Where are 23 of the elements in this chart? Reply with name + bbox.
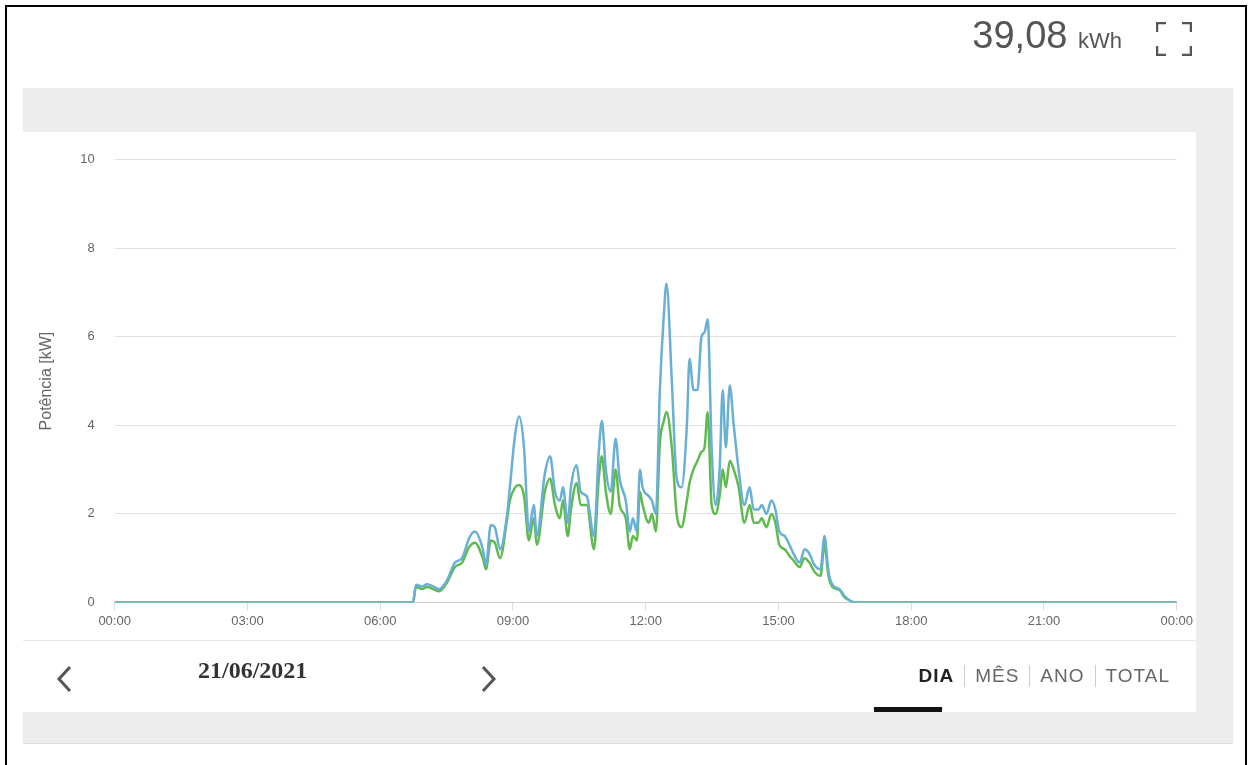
y-tick-label: 6: [87, 328, 95, 344]
y-axis-title: Potência [kW]: [37, 331, 55, 431]
text: DIA: [917, 665, 956, 687]
x-tick-label: 06:00: [363, 612, 397, 628]
text: TOTAL: [1094, 665, 1180, 687]
text: 39,08 kWh: [972, 14, 1122, 57]
text: MÊS: [964, 665, 1030, 687]
y-tick-label: 4: [87, 416, 95, 432]
line-series: [114, 282, 1177, 603]
x-tick-label: 15:00: [762, 612, 795, 628]
text: 21/06/2021: [198, 657, 308, 684]
y-tick-label: 0: [87, 593, 95, 609]
x-tick-label: 18:00: [894, 612, 928, 628]
text: ANO: [1029, 665, 1095, 687]
y-tick-label: 2: [87, 505, 95, 521]
x-tick-label: 21:00: [1027, 612, 1061, 628]
y-tick-label: 10: [80, 151, 95, 167]
x-tick-label: 00:00: [98, 612, 131, 628]
x-tick-label: 00:00: [1160, 612, 1194, 628]
x-tick-label: 12:00: [629, 612, 662, 628]
x-tick-label: 03:00: [231, 612, 264, 628]
y-tick-label: 8: [87, 239, 95, 255]
x-tick-label: 09:00: [496, 612, 530, 628]
